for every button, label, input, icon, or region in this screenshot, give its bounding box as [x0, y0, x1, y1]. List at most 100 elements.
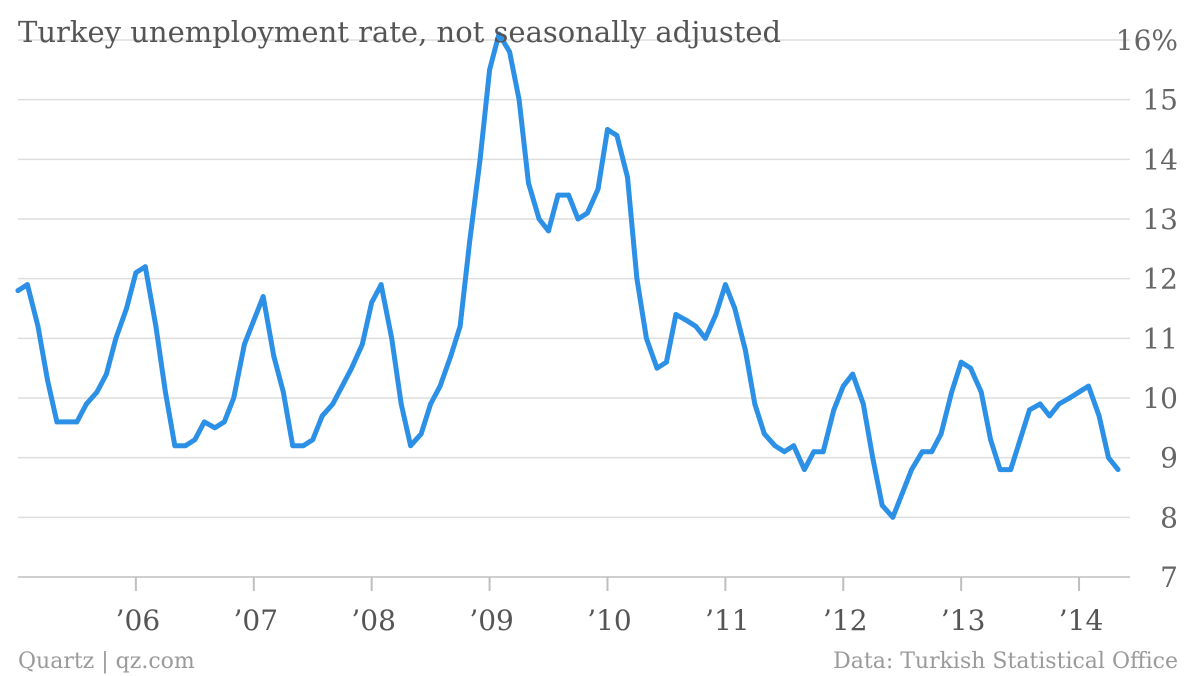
data-point-2	[35, 324, 41, 329]
gridlines	[18, 39, 1130, 578]
source-credit: Quartz | qz.com	[18, 649, 195, 674]
data-point-37	[378, 282, 384, 287]
data-point-52	[526, 180, 531, 186]
data-point-89	[890, 514, 896, 520]
data-point-42	[428, 401, 433, 407]
data-point-67	[673, 312, 679, 317]
data-point-108	[1076, 389, 1082, 395]
chart-title: Turkey unemployment rate, not seasonally…	[18, 15, 781, 49]
data-point-10	[113, 335, 119, 341]
data-point-83	[831, 407, 837, 413]
data-point-112	[1115, 467, 1121, 472]
data-point-34	[349, 365, 354, 371]
data-point-66	[664, 359, 669, 365]
data-point-93	[929, 449, 935, 455]
data-point-65	[654, 365, 660, 371]
data-point-36	[369, 300, 375, 305]
data-point-26	[271, 353, 277, 359]
data-point-39	[398, 401, 404, 407]
data-point-71	[713, 312, 719, 317]
data-point-28	[290, 443, 296, 449]
data-point-24	[251, 318, 257, 323]
data-point-76	[761, 431, 767, 437]
data-point-16	[172, 443, 178, 449]
data-point-27	[280, 389, 286, 395]
data-point-110	[1096, 413, 1102, 419]
data-point-41	[418, 431, 424, 437]
data-point-33	[339, 383, 345, 389]
y-tick-label-13: 13	[1142, 203, 1178, 236]
data-point-15	[163, 389, 168, 395]
data-point-22	[231, 395, 237, 401]
data-point-84	[840, 383, 846, 389]
data-point-99	[988, 437, 993, 443]
data-point-94	[938, 431, 944, 437]
data-point-95	[949, 389, 955, 395]
data-point-50	[507, 49, 512, 55]
data-point-74	[743, 347, 748, 353]
data-point-40	[408, 443, 413, 449]
data-point-111	[1106, 455, 1111, 461]
data-point-100	[997, 467, 1003, 472]
y-tick-label-8: 8	[1160, 501, 1178, 534]
data-point-72	[723, 282, 728, 287]
data-point-45	[457, 324, 463, 329]
data-point-103	[1027, 407, 1032, 413]
data-point-69	[693, 324, 699, 329]
data-point-101	[1008, 467, 1014, 472]
data-point-0	[15, 288, 21, 293]
data-point-70	[702, 335, 708, 341]
data-point-61	[614, 133, 620, 138]
data-point-88	[879, 503, 885, 508]
x-tick-label-2006: ’06	[116, 604, 161, 637]
data-point-23	[242, 341, 247, 347]
y-tick-label-16: 16%	[1116, 24, 1178, 57]
data-point-109	[1086, 383, 1091, 389]
y-tick-label-10: 10	[1142, 382, 1178, 415]
data-point-97	[968, 365, 973, 371]
data-point-62	[625, 174, 630, 180]
data-point-102	[1017, 437, 1023, 443]
data-point-4	[54, 419, 60, 425]
x-tick-label-2010: ’10	[587, 604, 632, 637]
data-point-18	[192, 437, 198, 443]
data-point-90	[899, 491, 905, 496]
data-point-29	[300, 443, 306, 449]
data-point-96	[958, 359, 964, 365]
data-point-12	[133, 270, 139, 276]
y-tick-label-15: 15	[1142, 84, 1178, 117]
data-point-9	[104, 371, 109, 377]
data-point-54	[546, 228, 551, 234]
data-point-73	[732, 306, 738, 311]
data-point-59	[595, 186, 601, 192]
data-point-86	[860, 401, 866, 407]
y-tick-label-11: 11	[1142, 322, 1178, 355]
series-line-0	[15, 31, 1121, 520]
data-point-35	[359, 341, 365, 347]
data-point-63	[634, 276, 640, 282]
data-point-38	[389, 335, 395, 341]
data-point-48	[487, 67, 492, 73]
data-point-60	[605, 127, 610, 132]
data-point-78	[781, 449, 787, 455]
y-tick-label-9: 9	[1160, 442, 1178, 475]
x-tick-label-2009: ’09	[469, 604, 514, 637]
x-tick-label-2011: ’11	[705, 604, 750, 637]
data-point-68	[684, 318, 689, 323]
data-point-13	[142, 264, 148, 270]
data-point-44	[448, 353, 454, 359]
data-point-53	[536, 216, 542, 222]
y-tick-label-14: 14	[1142, 143, 1178, 176]
data-source: Data: Turkish Statistical Office	[833, 649, 1178, 674]
data-point-75	[752, 401, 758, 407]
x-axis-ticks: ’06 ’07 ’08 ’09 ’10 ’11 ’12 ’13 ’14	[116, 577, 1103, 637]
y-axis-tick-labels: 7 8 9 10 11 12 13 14 15 16%	[1116, 24, 1178, 594]
data-point-46	[467, 240, 472, 246]
series-layer	[15, 31, 1121, 520]
data-point-14	[153, 324, 159, 329]
data-points	[15, 31, 1121, 520]
data-point-105	[1047, 413, 1052, 419]
data-point-30	[310, 437, 316, 443]
data-point-87	[870, 455, 876, 461]
